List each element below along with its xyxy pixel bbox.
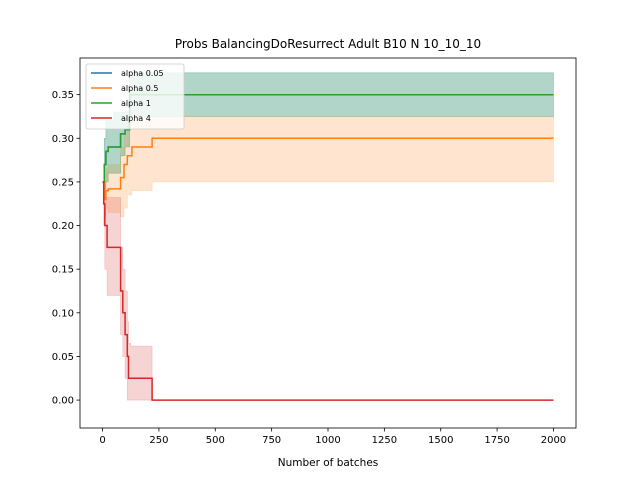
legend-label: alpha 4: [121, 114, 151, 123]
legend-label: alpha 0.05: [121, 69, 164, 78]
y-tick-label: 0.30: [52, 134, 74, 145]
x-tick-label: 1750: [484, 435, 509, 446]
x-tick-label: 750: [262, 435, 281, 446]
series-lines: [102, 93, 554, 401]
band-series-3: [102, 181, 554, 401]
x-tick-label: 500: [206, 435, 225, 446]
y-tick-label: 0.20: [52, 221, 74, 232]
y-tick-label: 0.25: [52, 177, 74, 188]
legend-box: [85, 63, 185, 130]
x-tick-label: 1250: [372, 435, 397, 446]
y-tick-label: 0.35: [52, 90, 74, 101]
x-tick-label: 1000: [315, 435, 340, 446]
y-tick-label: 0.05: [52, 352, 74, 363]
x-tick-label: 250: [149, 435, 168, 446]
legend: alpha 0.05 alpha 0.5 alpha 1 alpha 4: [85, 63, 185, 130]
y-tick-label: 0.10: [52, 308, 74, 319]
legend-label: alpha 0.5: [121, 84, 158, 93]
y-tick-label: 0.15: [52, 265, 74, 276]
y-tick-label: 0.00: [52, 396, 74, 407]
line-series-3: [102, 181, 554, 401]
band-series-1: [102, 116, 554, 218]
chart-title: Probs BalancingDoResurrect Adult B10 N 1…: [175, 37, 481, 51]
line-series-1: [102, 137, 554, 201]
line-series-2: [102, 93, 554, 183]
legend-label: alpha 1: [121, 99, 151, 108]
y-axis: 0.00 0.05 0.10 0.15 0.20 0.25 0.30 0.35: [52, 90, 80, 407]
x-axis: 0 250 500 750 1000 1250 1500 1750 2000: [99, 428, 566, 446]
x-tick-label: 2000: [541, 435, 566, 446]
x-tick-label: 0: [99, 435, 105, 446]
x-tick-label: 1500: [428, 435, 453, 446]
x-axis-label: Number of batches: [278, 457, 379, 469]
